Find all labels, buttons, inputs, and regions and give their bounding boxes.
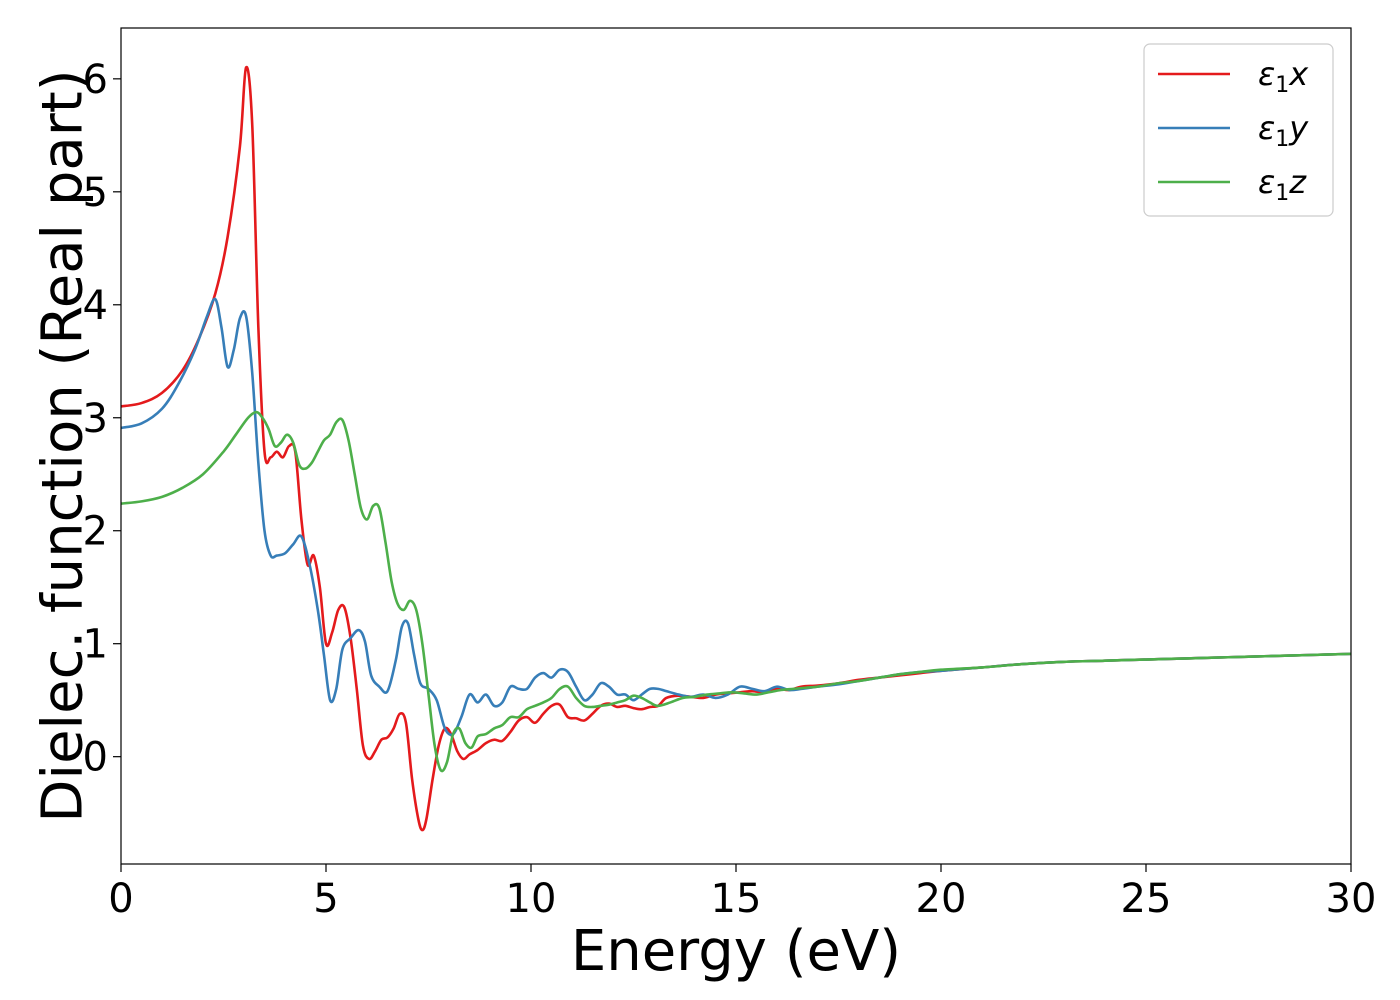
x-tick-label: 20 [916, 876, 967, 922]
axes-layer: 0 5 10 15 20 25 30 0 1 2 3 4 5 6 [83, 27, 1377, 922]
x-tick-label: 30 [1326, 876, 1377, 922]
x-tick-label: 5 [313, 876, 338, 922]
legend: ε1x ε1y ε1z [1143, 43, 1334, 217]
legend-label-x: ε1x [1258, 55, 1309, 98]
series-layer [121, 65, 1351, 832]
y-tick-label: 0 [83, 735, 108, 781]
legend-box [1143, 43, 1334, 217]
legend-label-z: ε1z [1258, 163, 1307, 206]
y-tick-label: 6 [83, 57, 108, 103]
x-tick-label: 15 [711, 876, 762, 922]
y-tick-label: 2 [83, 509, 108, 555]
legend-label-y: ε1y [1258, 109, 1309, 152]
y-tick-label: 4 [83, 283, 108, 329]
y-axis-title: Dielec. function (Real part) [31, 69, 96, 822]
x-tick-label: 25 [1121, 876, 1172, 922]
x-tick-label: 10 [506, 876, 557, 922]
series-line-z [121, 410, 1351, 773]
series-line-x [121, 65, 1351, 832]
y-tick-label: 1 [83, 622, 108, 668]
y-tick-label: 5 [83, 170, 108, 216]
x-tick-label: 0 [108, 876, 133, 922]
y-tick-label: 3 [83, 396, 108, 442]
x-axis-title: Energy (eV) [571, 919, 901, 984]
